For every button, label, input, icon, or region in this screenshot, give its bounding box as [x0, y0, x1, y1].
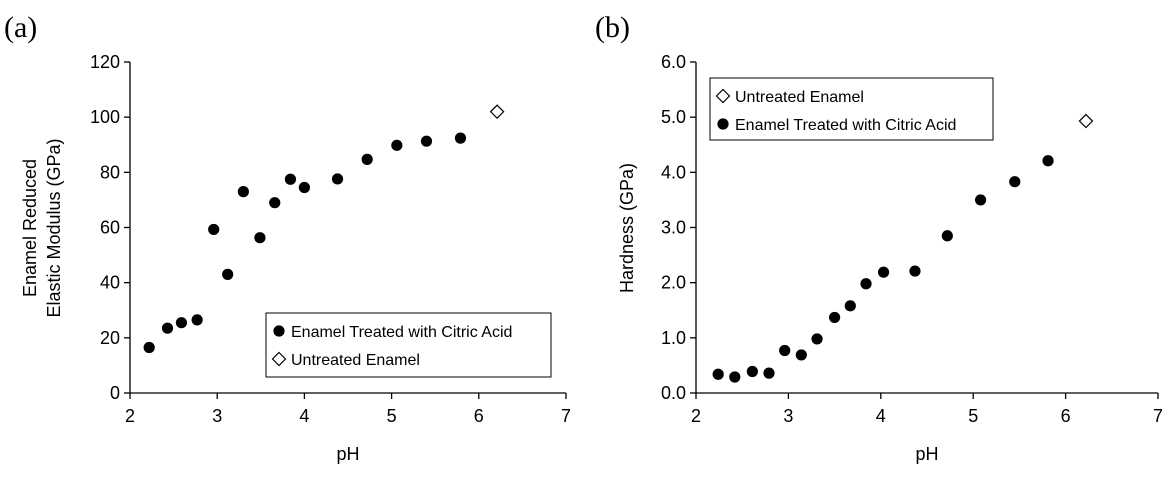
- y-tick-label: 100: [90, 107, 120, 127]
- y-axis-title-line: Hardness (GPa): [617, 163, 637, 293]
- x-tick-label: 7: [1153, 406, 1163, 426]
- data-point-circle: [454, 132, 467, 144]
- data-point-circle: [877, 266, 890, 278]
- y-axis-title-line: Elastic Modulus (GPa): [44, 138, 64, 317]
- x-axis-title: pH: [915, 444, 938, 464]
- legend-diamond-marker: [715, 88, 731, 104]
- data-point-circle: [729, 371, 741, 383]
- data-point-circle: [941, 230, 953, 242]
- x-tick-label: 3: [783, 406, 793, 426]
- data-point-circle: [143, 341, 155, 354]
- x-tick-label: 5: [387, 406, 397, 426]
- data-point-circle: [795, 349, 807, 361]
- data-point-circle: [860, 278, 872, 290]
- x-tick-label: 2: [125, 406, 135, 426]
- data-point-circle: [161, 322, 174, 334]
- data-point-circle: [829, 311, 841, 324]
- data-point-circle: [298, 181, 310, 194]
- y-tick-label: 80: [100, 162, 120, 182]
- data-point-circle: [175, 317, 188, 329]
- data-point-circle: [208, 223, 220, 236]
- x-tick-label: 2: [691, 406, 701, 426]
- data-point-circle: [222, 268, 234, 280]
- y-tick-label: 3.0: [661, 218, 686, 238]
- chart-a: (a) 0 20 40 60 80 100 120 2 3 4 5 6 7 pH Enamel Reduced…: [4, 11, 571, 464]
- data-point-circle: [237, 186, 249, 198]
- data-point-circle: [420, 135, 433, 147]
- data-point-circle: [284, 173, 297, 185]
- data-point-circle: [746, 365, 758, 378]
- y-tick-label: 6.0: [661, 52, 686, 72]
- data-point-circle: [191, 314, 203, 326]
- y-tick-label: 0.0: [661, 383, 686, 403]
- y-tick-label: 60: [100, 218, 120, 238]
- y-tick-label: 4.0: [661, 162, 686, 182]
- y-tick-label: 40: [100, 273, 120, 293]
- data-point-diamond: [1078, 113, 1094, 129]
- data-point-circle: [1042, 155, 1054, 167]
- legend-diamond-marker: [271, 351, 287, 367]
- x-tick-label: 4: [876, 406, 886, 426]
- data-point-circle: [269, 197, 281, 209]
- x-tick-label: 7: [561, 406, 571, 426]
- y-tick-label: 5.0: [661, 107, 686, 127]
- legend-circle-marker: [273, 325, 285, 337]
- y-tick-label: 2.0: [661, 273, 686, 293]
- y-axis-title-line: Enamel Reduced: [20, 159, 40, 297]
- data-point-circle: [254, 232, 266, 244]
- x-tick-label: 6: [474, 406, 484, 426]
- chart-b: (b) 0.0 1.0 2.0 3.0 4.0 5.0 6.0 2 3 4 5 6 7 pH Hardness…: [595, 11, 1163, 464]
- y-tick-label: 0: [110, 383, 120, 403]
- legend-circle-marker: [717, 118, 729, 130]
- data-point-circle: [779, 344, 791, 357]
- legend-label: Enamel Treated with Citric Acid: [291, 324, 512, 341]
- panel-label: (a): [4, 11, 37, 44]
- data-point-circle: [909, 265, 921, 277]
- data-point-circle: [361, 153, 373, 165]
- legend-label: Untreated Enamel: [735, 89, 864, 106]
- legend-label: Enamel Treated with Citric Acid: [735, 117, 956, 134]
- data-point-circle: [1009, 176, 1021, 188]
- x-tick-label: 5: [968, 406, 978, 426]
- data-point-circle: [974, 194, 987, 206]
- y-tick-label: 20: [100, 328, 120, 348]
- x-tick-label: 6: [1061, 406, 1071, 426]
- data-point-circle: [844, 300, 856, 312]
- data-point-circle: [331, 173, 344, 185]
- y-tick-label: 1.0: [661, 328, 686, 348]
- panel-label: (b): [595, 11, 630, 44]
- x-axis-title: pH: [336, 444, 359, 464]
- data-point-circle: [712, 368, 724, 380]
- y-tick-label: 120: [90, 52, 120, 72]
- data-point-diamond: [489, 104, 505, 119]
- data-point-circle: [811, 333, 823, 345]
- legend-box: [709, 77, 994, 141]
- x-tick-label: 4: [299, 406, 309, 426]
- data-point-circle: [391, 139, 403, 151]
- data-point-circle: [763, 367, 775, 379]
- legend-label: Untreated Enamel: [291, 352, 420, 369]
- legend-box: [265, 312, 552, 378]
- x-tick-label: 3: [212, 406, 222, 426]
